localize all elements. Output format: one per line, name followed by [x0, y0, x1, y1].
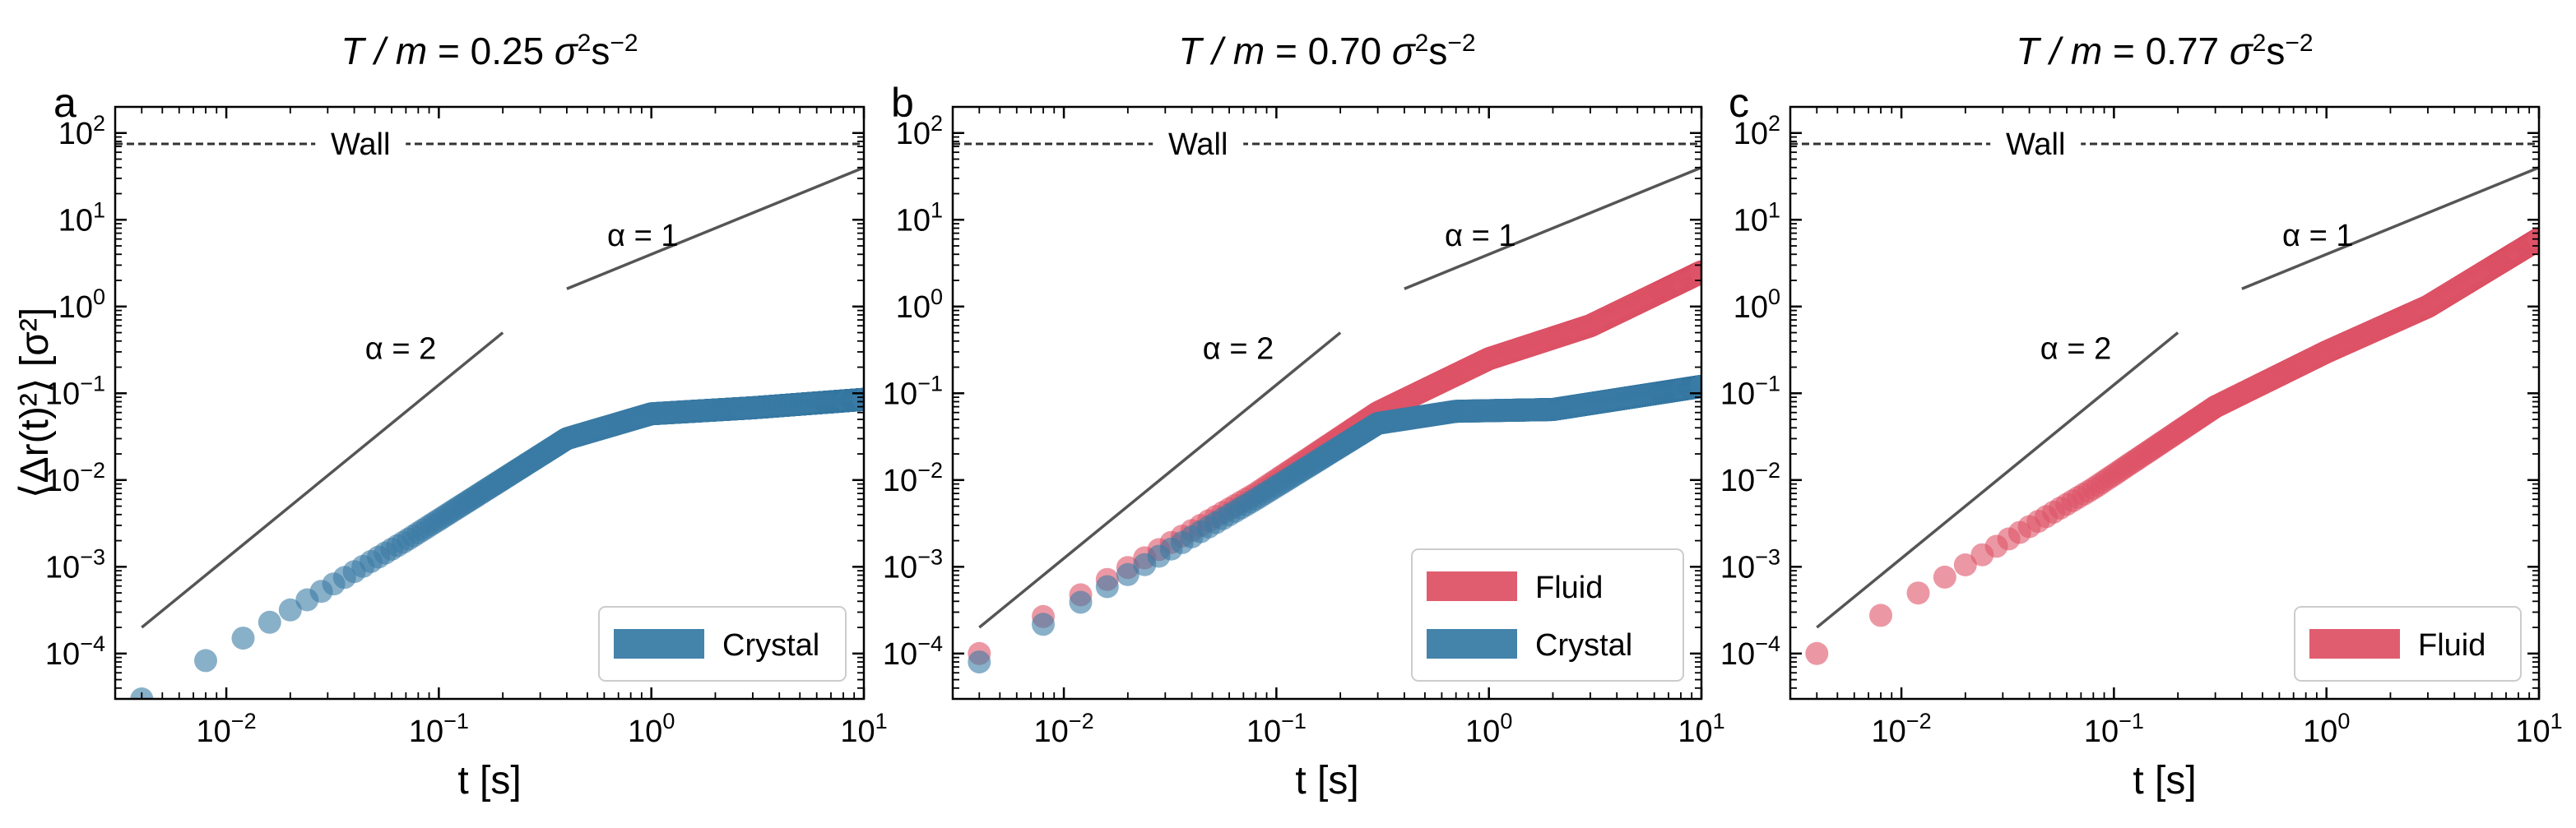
panel-a: T / m = 0.25 σ2s−2 a Wall α = 2 α = 1 10−2 10−… [13, 30, 888, 803]
y-axis-label: ⟨Δr(t)²⟩ [σ²] [13, 308, 57, 498]
data-point [258, 610, 281, 634]
wall-label: Wall [331, 127, 390, 162]
x-tick-label: 10−2 [197, 709, 257, 749]
data-point [194, 649, 217, 673]
legend-label-crystal: Crystal [722, 628, 819, 663]
series-crystal [130, 387, 864, 699]
plot-frame [114, 105, 866, 701]
y-tick-label: 101 [58, 197, 105, 238]
x-tick-label: 100 [628, 709, 675, 749]
panel-title: T / m = 0.25 σ2s−2 [341, 30, 638, 72]
guide-label-alpha-2: α = 2 [365, 331, 436, 366]
series-fluid [968, 260, 1701, 665]
y-tick-label: 102 [58, 111, 105, 151]
legend: Crystal [598, 606, 847, 682]
series-group [130, 387, 864, 699]
y-tick-label: 10−4 [45, 631, 105, 672]
y-tick-label: 10−3 [45, 544, 105, 585]
panel-letter: b [891, 80, 914, 126]
series-group [968, 260, 1701, 674]
panel-letter: a [53, 80, 77, 126]
guide-line-alpha-1 [566, 166, 865, 290]
x-tick-label: 101 [840, 709, 887, 749]
x-axis-label: t [s] [457, 759, 521, 803]
y-tick-label: 10−1 [45, 371, 105, 411]
legend-swatch-crystal [614, 629, 704, 659]
x-tick-label: 10−1 [409, 709, 469, 749]
data-point [278, 598, 302, 622]
panel-title: T / m = 0.70 σ2s−2 [1178, 30, 1475, 72]
y-tick-label: 100 [58, 284, 105, 325]
guide-label-alpha-1: α = 1 [607, 219, 678, 253]
guide-line-alpha-2 [141, 331, 504, 629]
legend-box [598, 606, 847, 682]
data-point [231, 627, 255, 650]
y-tick-label: 10−2 [45, 458, 105, 498]
wall-label-bg [315, 123, 406, 160]
